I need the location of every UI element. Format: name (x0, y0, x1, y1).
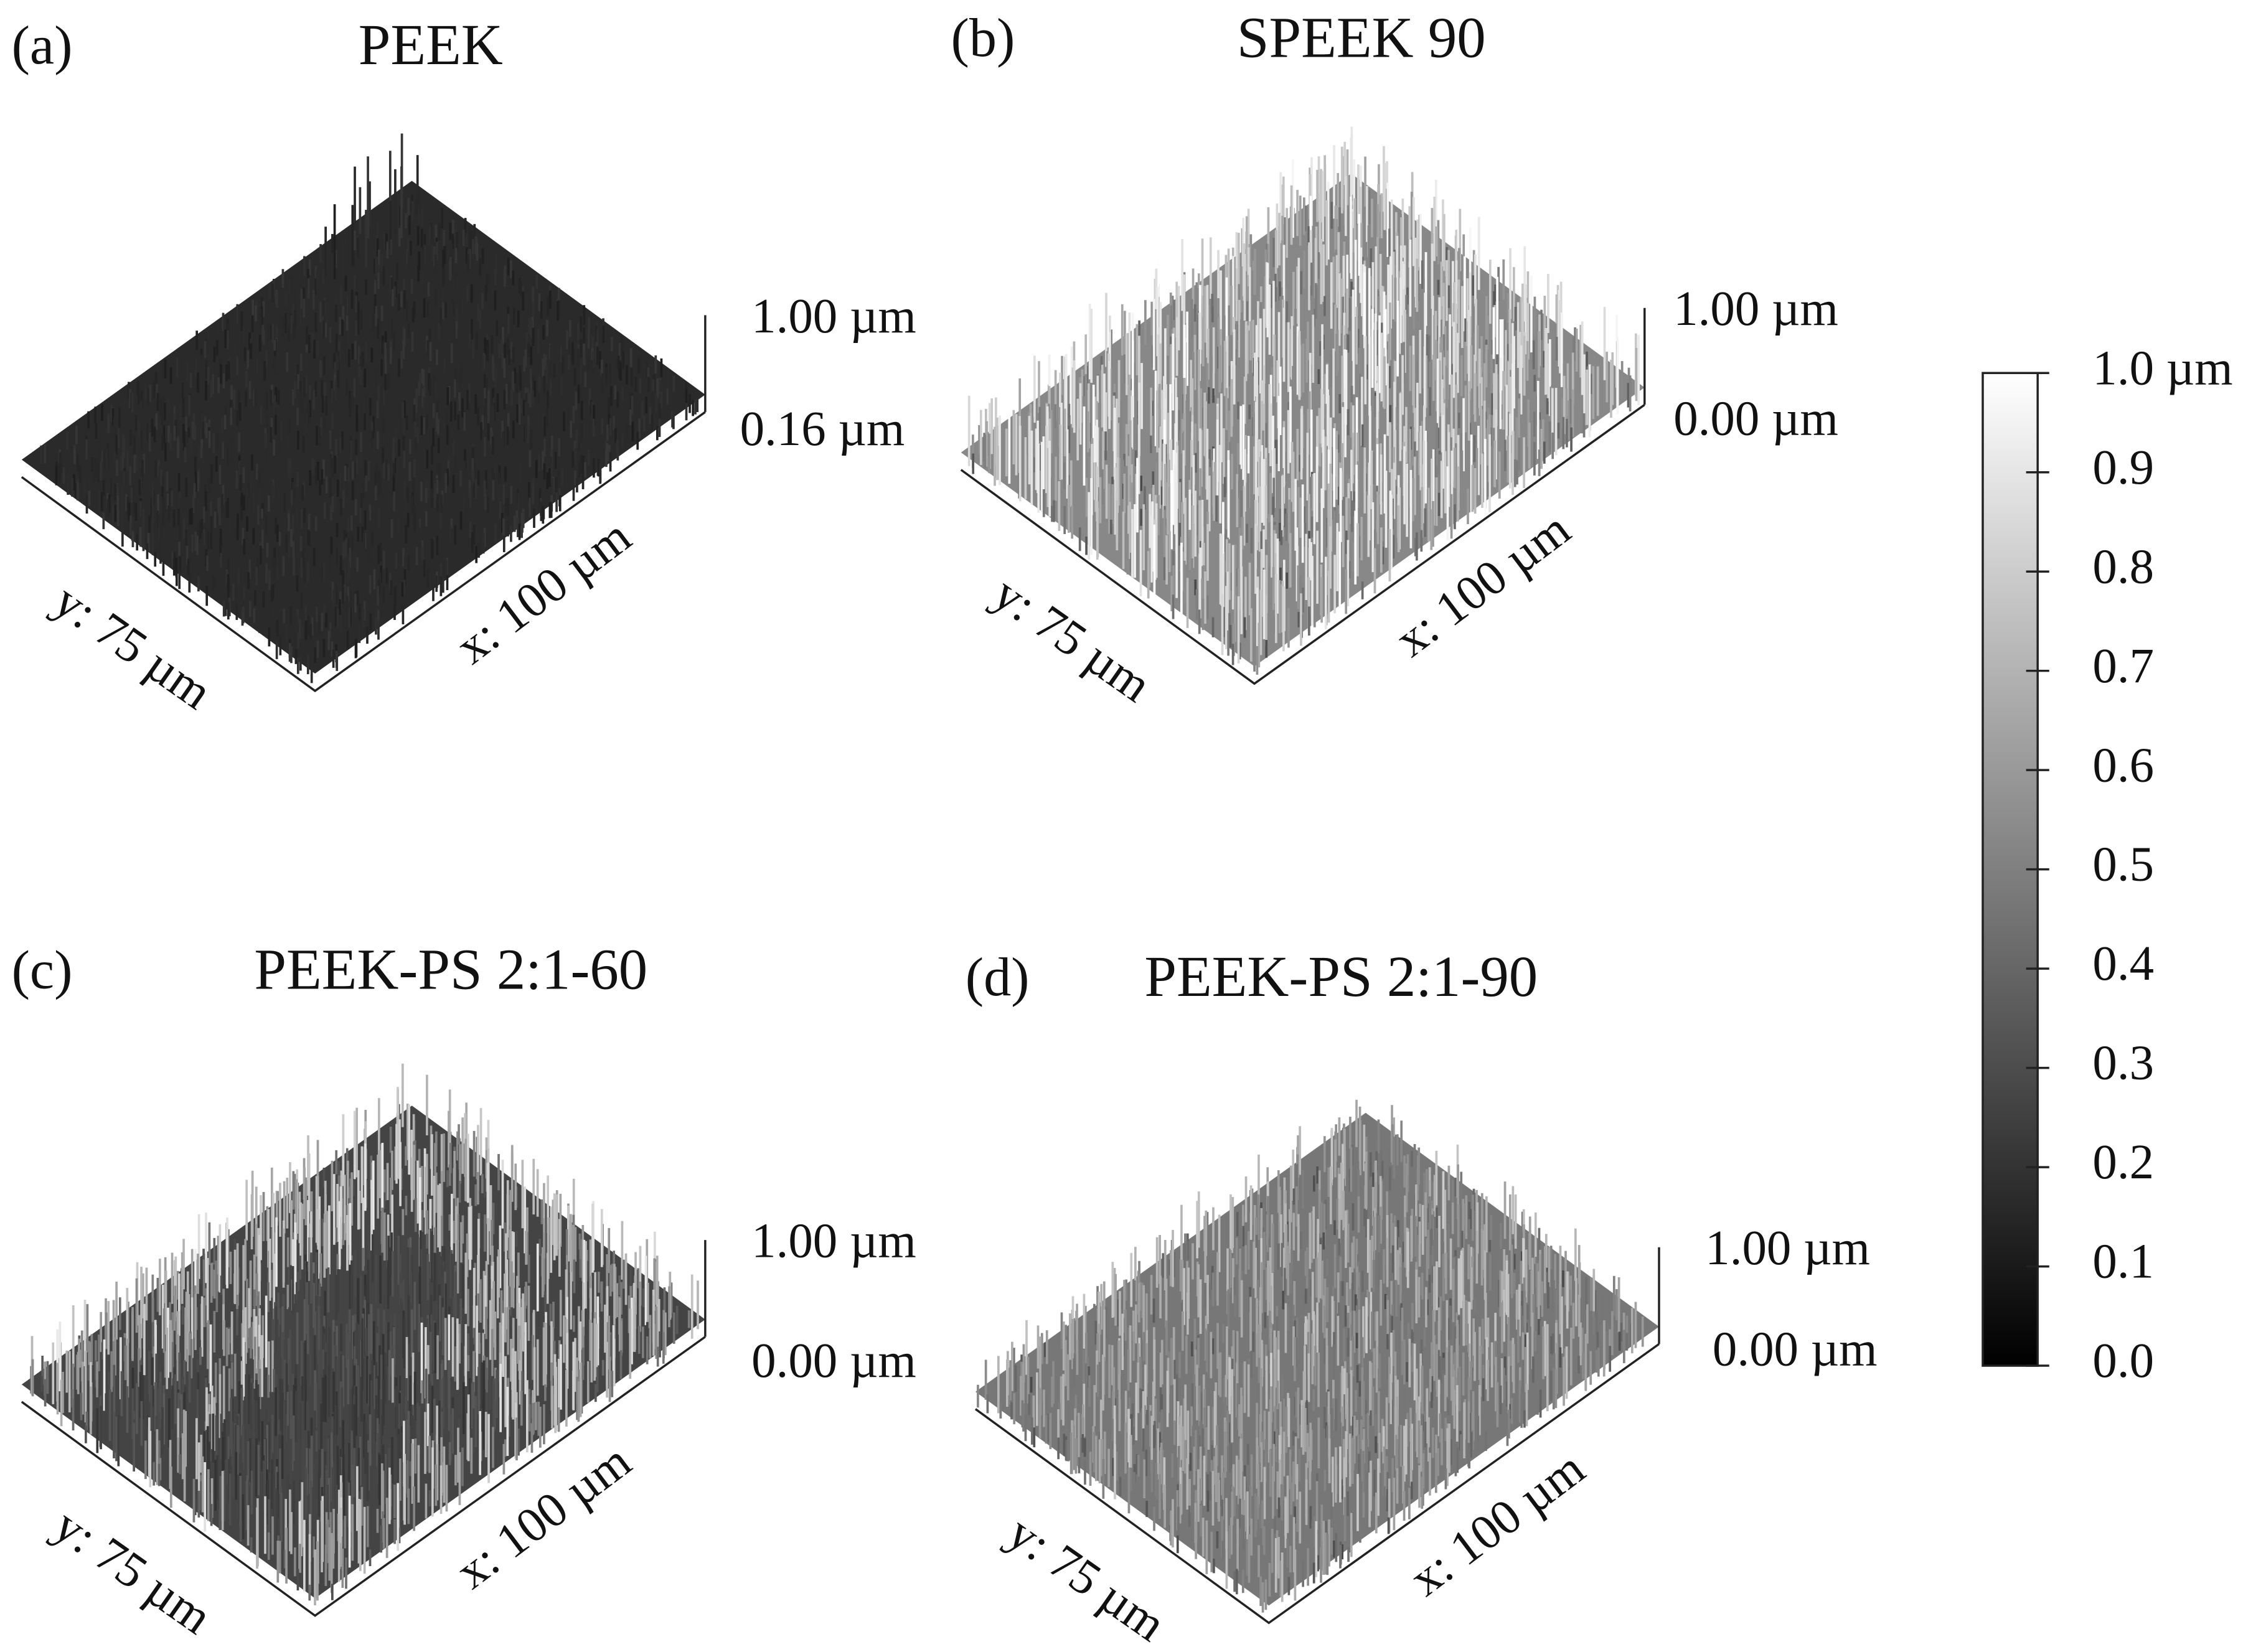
base-edge (21, 411, 706, 693)
panel: (c) PEEK-PS 2:1-601.00 µm0.00 µmy: 75 µm x… (12, 938, 916, 1645)
y-axis-label: y: 75 µm (44, 573, 222, 720)
panel: (b) SPEEK 901.00 µm0.00 µmy: 75 µm x: 100 … (951, 6, 1838, 713)
panel-label: (c) (12, 940, 73, 1001)
panel-title: PEEK-PS 2:1-60 (254, 938, 647, 1002)
z-bottom-label: 0.00 µm (751, 1334, 916, 1388)
z-bottom-label: 0.16 µm (740, 402, 905, 456)
z-bottom-label: 0.00 µm (1673, 392, 1838, 446)
base-edge (21, 1336, 706, 1617)
panel-label: (b) (951, 7, 1015, 68)
panel-label: (a) (12, 15, 73, 76)
panel: (d) PEEK-PS 2:1-901.00 µm0.00 µmy: 75 µm x… (966, 945, 1878, 1652)
base-edge (960, 403, 1645, 685)
panel-title: PEEK (359, 13, 503, 77)
z-top-label: 1.00 µm (1673, 282, 1838, 336)
z-top-label: 1.00 µm (751, 289, 916, 344)
y-axis-label: y: 75 µm (984, 566, 1161, 713)
panel-title: SPEEK 90 (1237, 6, 1486, 70)
z-top-label: 1.00 µm (751, 1214, 916, 1268)
surface-base (975, 1112, 1659, 1606)
